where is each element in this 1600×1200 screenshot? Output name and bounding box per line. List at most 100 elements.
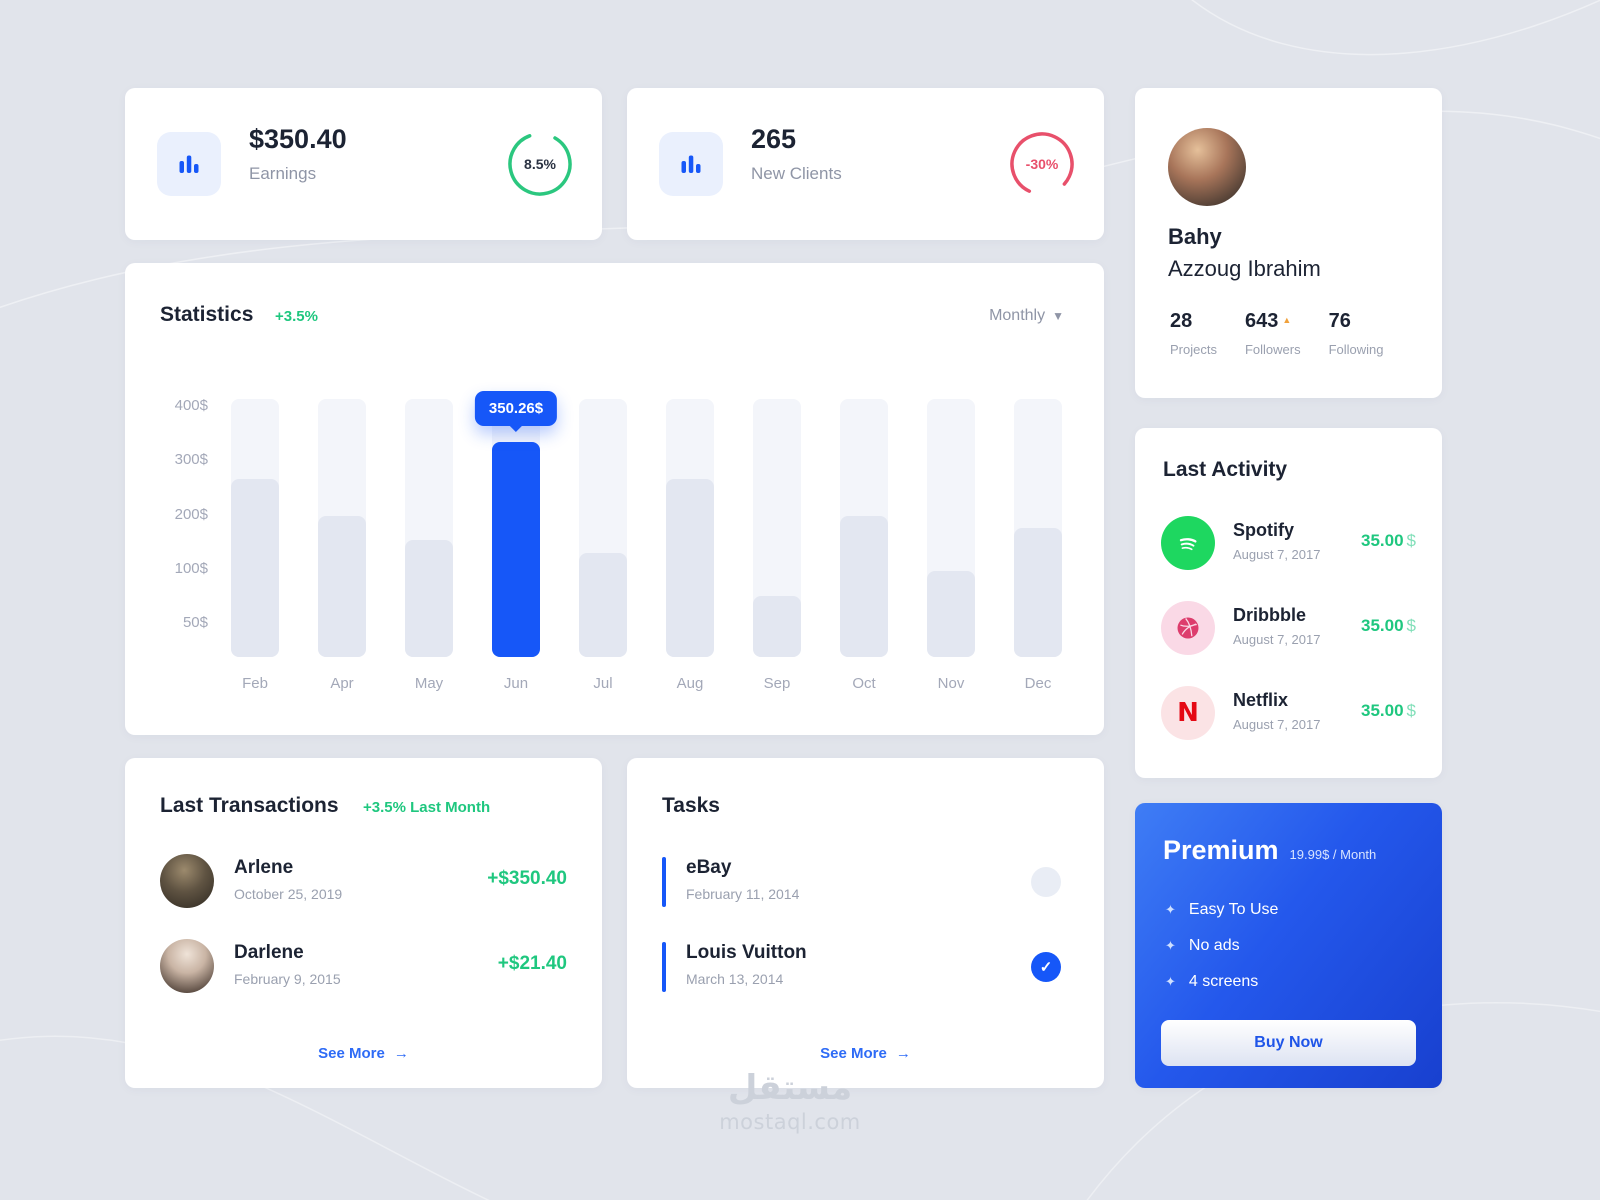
tasks-title: Tasks: [662, 794, 720, 817]
chart-tooltip: 350.26$: [474, 390, 558, 426]
y-axis-tick: 400$: [174, 397, 208, 414]
chart-column-oct[interactable]: Oct: [840, 399, 888, 692]
x-axis-label: Jun: [503, 675, 529, 692]
transaction-name: Arlene: [234, 857, 294, 878]
followers-count: 643 ▲: [1244, 310, 1292, 332]
dribbble-icon: [1161, 601, 1215, 655]
task-name: Louis Vuitton: [686, 942, 807, 963]
chart-column-dec[interactable]: Dec: [1014, 399, 1062, 692]
earnings-bar-chart-icon: [157, 132, 221, 196]
earnings-value: $350.40: [249, 124, 347, 154]
bar-nov[interactable]: [927, 571, 975, 657]
sparkle-icon: ✦: [1165, 902, 1176, 917]
bar-may[interactable]: [405, 540, 453, 657]
watermark: مستقل mostaql.com: [700, 1068, 880, 1134]
x-axis-label: Nov: [937, 675, 965, 692]
task-row[interactable]: eBay February 11, 2014: [662, 854, 1069, 912]
premium-feature: ✦ 4 screens: [1165, 973, 1259, 990]
earnings-card: $350.40 Earnings 8.5%: [125, 88, 602, 240]
profile-stat-projects: 28 Projects: [1170, 310, 1217, 357]
transactions-card: Last Transactions +3.5% Last Month Arlen…: [125, 758, 602, 1088]
transaction-amount: +$21.40: [497, 953, 567, 974]
x-axis-label: Jul: [593, 675, 613, 692]
activity-row: Dribbble August 7, 2017 35.00 $: [1161, 601, 1416, 655]
chart-column-sep[interactable]: Sep: [753, 399, 801, 692]
spotify-icon: [1161, 516, 1215, 570]
activity-date: August 7, 2017: [1233, 547, 1321, 562]
y-axis-tick: 200$: [174, 505, 208, 523]
profile-stat-followers: 643 ▲ Followers: [1245, 310, 1301, 357]
chart-column-nov[interactable]: Nov: [927, 399, 975, 692]
activity-name: Netflix: [1233, 690, 1289, 710]
netflix-icon: N: [1161, 686, 1215, 740]
tasks-see-more-link[interactable]: See More →: [820, 1045, 911, 1062]
bar-jul[interactable]: [579, 552, 627, 657]
new-clients-card: 265 New Clients -30%: [627, 88, 1104, 240]
chart-column-apr[interactable]: Apr: [318, 399, 366, 692]
profile-last-name: Azzoug Ibrahim: [1168, 256, 1321, 281]
bar-dec[interactable]: [1014, 528, 1062, 657]
profile-stat-following: 76 Following: [1329, 310, 1384, 357]
x-axis-label: Dec: [1024, 675, 1052, 692]
new-clients-label: New Clients: [751, 164, 842, 183]
last-activity-card: Last Activity Spotify August 7, 2017 35.…: [1135, 428, 1442, 778]
tasks-card: Tasks eBay February 11, 2014 Louis Vuitt…: [627, 758, 1104, 1088]
chart-column-feb[interactable]: Feb: [231, 399, 279, 692]
transaction-name: Darlene: [234, 942, 304, 963]
transactions-delta: +3.5% Last Month: [363, 799, 491, 816]
task-row[interactable]: Louis Vuitton March 13, 2014: [662, 939, 1069, 997]
bar-feb[interactable]: [231, 478, 279, 657]
transaction-row[interactable]: Darlene February 9, 2015 +$21.40: [160, 939, 567, 997]
activity-row: N Netflix August 7, 2017 35.00 $: [1161, 686, 1416, 740]
buy-now-button[interactable]: Buy Now: [1161, 1020, 1416, 1066]
transaction-date: February 9, 2015: [234, 971, 341, 987]
watermark-arabic: مستقل: [727, 1068, 853, 1108]
y-axis-tick: 300$: [174, 451, 208, 469]
chart-y-axis: 400$ 300$ 200$ 100$ 50$: [160, 397, 208, 631]
activity-amount: 35.00 $: [1360, 701, 1416, 720]
new-clients-value: 265: [751, 124, 797, 154]
task-accent-bar: [662, 857, 666, 907]
bar-jun[interactable]: [492, 441, 540, 657]
task-date: February 11, 2014: [686, 886, 800, 902]
x-axis-label: Sep: [763, 675, 791, 692]
chart-column-aug[interactable]: Aug: [666, 399, 714, 692]
task-checkbox[interactable]: [1031, 952, 1061, 982]
y-axis-tick: 50$: [182, 614, 208, 631]
premium-feature: ✦ No ads: [1165, 937, 1240, 954]
sparkle-icon: ✦: [1165, 974, 1176, 989]
y-axis-tick: 100$: [174, 559, 208, 577]
earnings-progress-ring: 8.5%: [506, 130, 574, 198]
following-label: Following: [1328, 342, 1384, 357]
bar-oct[interactable]: [840, 515, 888, 657]
transaction-date: October 25, 2019: [234, 886, 343, 902]
transaction-amount: +$350.40: [487, 868, 567, 889]
activity-date: August 7, 2017: [1233, 632, 1321, 647]
transaction-row[interactable]: Arlene October 25, 2019 +$350.40: [160, 854, 567, 912]
activity-amount: 35.00 $: [1360, 531, 1416, 550]
statistics-title: Statistics: [160, 303, 254, 326]
projects-label: Projects: [1170, 342, 1217, 357]
profile-first-name: Bahy: [1168, 224, 1222, 249]
new-clients-percent: -30%: [1025, 156, 1059, 172]
task-checkbox[interactable]: [1031, 867, 1061, 897]
chart-column-jul[interactable]: Jul: [579, 399, 627, 692]
transactions-see-more-link[interactable]: See More →: [318, 1045, 409, 1062]
bar-apr[interactable]: [318, 515, 366, 657]
premium-title: Premium: [1163, 835, 1279, 865]
chart-column-jun[interactable]: Jun 350.26$: [474, 390, 558, 692]
avatar: [160, 939, 214, 993]
bar-aug[interactable]: [666, 478, 714, 657]
statistics-bar-chart: Feb Apr May Jun 350.26$ Jul Aug Sep Oct Nov Dec: [231, 390, 1062, 692]
new-clients-progress-ring: -30%: [1008, 130, 1076, 198]
chart-column-may[interactable]: May: [405, 399, 453, 692]
activity-row: Spotify August 7, 2017 35.00 $: [1161, 516, 1416, 570]
range-selector-dropdown[interactable]: Monthly ▼: [989, 307, 1064, 324]
premium-card: Premium 19.99$ / Month ✦ Easy To Use ✦ No …: [1135, 803, 1442, 1088]
activity-date: August 7, 2017: [1233, 717, 1321, 732]
bar-sep[interactable]: [753, 595, 801, 657]
statistics-card: Statistics +3.5% Monthly ▼ 400$ 300$ 200$ 10…: [125, 263, 1104, 735]
following-count: 76: [1328, 310, 1351, 332]
task-name: eBay: [686, 857, 732, 878]
profile-stats: 28 Projects 643 ▲ Followers 76 Following: [1170, 310, 1384, 357]
